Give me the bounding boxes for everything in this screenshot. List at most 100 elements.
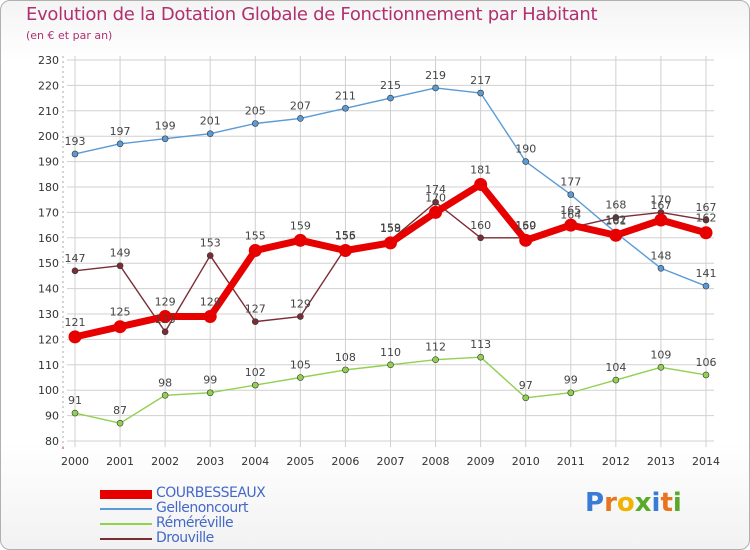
y-tick-label: 110	[38, 359, 59, 372]
data-point	[519, 233, 533, 247]
data-label: 106	[696, 356, 717, 369]
data-point	[206, 389, 214, 397]
data-point	[116, 419, 124, 427]
y-tick-label: 120	[38, 333, 59, 346]
data-point	[206, 130, 214, 137]
y-tick-label: 170	[38, 206, 59, 219]
data-label: 108	[335, 351, 356, 364]
data-label: 167	[650, 199, 671, 212]
x-tick-label: 2002	[151, 455, 179, 468]
chart-title: Evolution de la Dotation Globale de Fonc…	[26, 4, 598, 25]
x-tick-label: 2005	[286, 455, 314, 468]
x-tick-label: 2012	[602, 455, 630, 468]
data-point	[161, 135, 169, 143]
data-label: 155	[335, 230, 356, 243]
data-point	[338, 244, 352, 257]
x-tick-label: 2006	[331, 455, 359, 468]
data-point	[432, 84, 439, 92]
data-point	[477, 234, 484, 242]
data-label: 158	[380, 222, 401, 235]
data-point	[116, 262, 124, 270]
data-label: 153	[200, 237, 221, 250]
data-label: 159	[380, 221, 401, 234]
data-label: 123	[155, 313, 176, 326]
data-label: 125	[110, 306, 131, 319]
data-label: 98	[158, 376, 172, 389]
data-label: 104	[605, 361, 626, 374]
legend-label: Réméréville	[156, 515, 234, 531]
data-label: 170	[425, 191, 446, 204]
x-tick-label: 2000	[61, 455, 89, 468]
proxiti-logo: Proxiti	[585, 488, 682, 518]
data-point	[699, 226, 713, 240]
data-label: 181	[470, 163, 491, 176]
y-tick-label: 230	[38, 54, 59, 67]
data-point	[116, 140, 124, 148]
data-label: 113	[470, 338, 491, 351]
data-point	[522, 158, 530, 165]
y-tick-label: 80	[45, 435, 59, 448]
x-tick-label: 2014	[692, 455, 720, 468]
data-point	[432, 356, 439, 364]
data-label: 174	[425, 183, 446, 196]
data-label: 159	[290, 219, 311, 232]
data-label: 109	[650, 348, 671, 361]
data-label: 129	[200, 296, 221, 309]
legend-label: Drouville	[156, 530, 214, 546]
data-label: 99	[564, 374, 578, 387]
data-point	[158, 310, 172, 324]
series-lines	[68, 84, 713, 427]
data-label: 141	[696, 267, 717, 280]
data-label: 91	[68, 394, 82, 407]
data-label: 147	[65, 252, 86, 265]
data-label: 165	[560, 204, 581, 217]
data-point	[702, 216, 710, 224]
data-label: 129	[290, 298, 311, 311]
y-tick-label: 130	[38, 308, 59, 321]
data-label: 162	[696, 212, 717, 225]
data-label: 160	[470, 219, 491, 232]
data-label: 155	[245, 230, 266, 243]
x-tick-label: 2008	[422, 455, 450, 468]
data-label: 201	[200, 115, 221, 128]
data-point	[657, 264, 665, 272]
data-point	[474, 177, 488, 191]
data-point	[113, 320, 127, 334]
data-point	[251, 381, 259, 389]
data-point	[477, 353, 484, 361]
data-label: 167	[696, 201, 717, 214]
data-label: 190	[515, 143, 536, 156]
data-point	[248, 244, 262, 257]
data-point	[564, 218, 578, 232]
y-tick-label: 220	[38, 79, 59, 92]
data-label: 217	[470, 74, 491, 87]
data-label: 197	[110, 125, 131, 138]
data-point	[567, 191, 575, 198]
y-tick-label: 180	[38, 181, 59, 194]
data-point	[702, 282, 710, 290]
data-label: 156	[335, 229, 356, 242]
data-label: 164	[560, 209, 581, 222]
data-label: 127	[245, 303, 266, 316]
data-label: 105	[290, 359, 311, 372]
y-tick-label: 140	[38, 283, 59, 296]
y-tick-label: 150	[38, 257, 59, 270]
x-axis: 2000 2001 2002 2003 2004 2005 2006 2007 2008 2009…	[61, 455, 720, 468]
data-label: 207	[290, 99, 311, 112]
data-label: 112	[425, 341, 446, 354]
data-point	[612, 214, 620, 221]
data-point	[251, 318, 259, 325]
data-label: 159	[515, 219, 536, 232]
y-tick-label: 100	[38, 384, 59, 397]
data-label: 149	[110, 247, 131, 260]
x-tick-label: 2010	[512, 455, 540, 468]
data-point	[567, 389, 575, 397]
y-tick-label: 190	[38, 156, 59, 169]
legend-swatch	[100, 538, 152, 540]
data-label: 121	[65, 316, 86, 329]
data-point	[702, 371, 710, 379]
data-point	[609, 228, 623, 242]
chart-subtitle: (en € et par an)	[26, 29, 113, 42]
